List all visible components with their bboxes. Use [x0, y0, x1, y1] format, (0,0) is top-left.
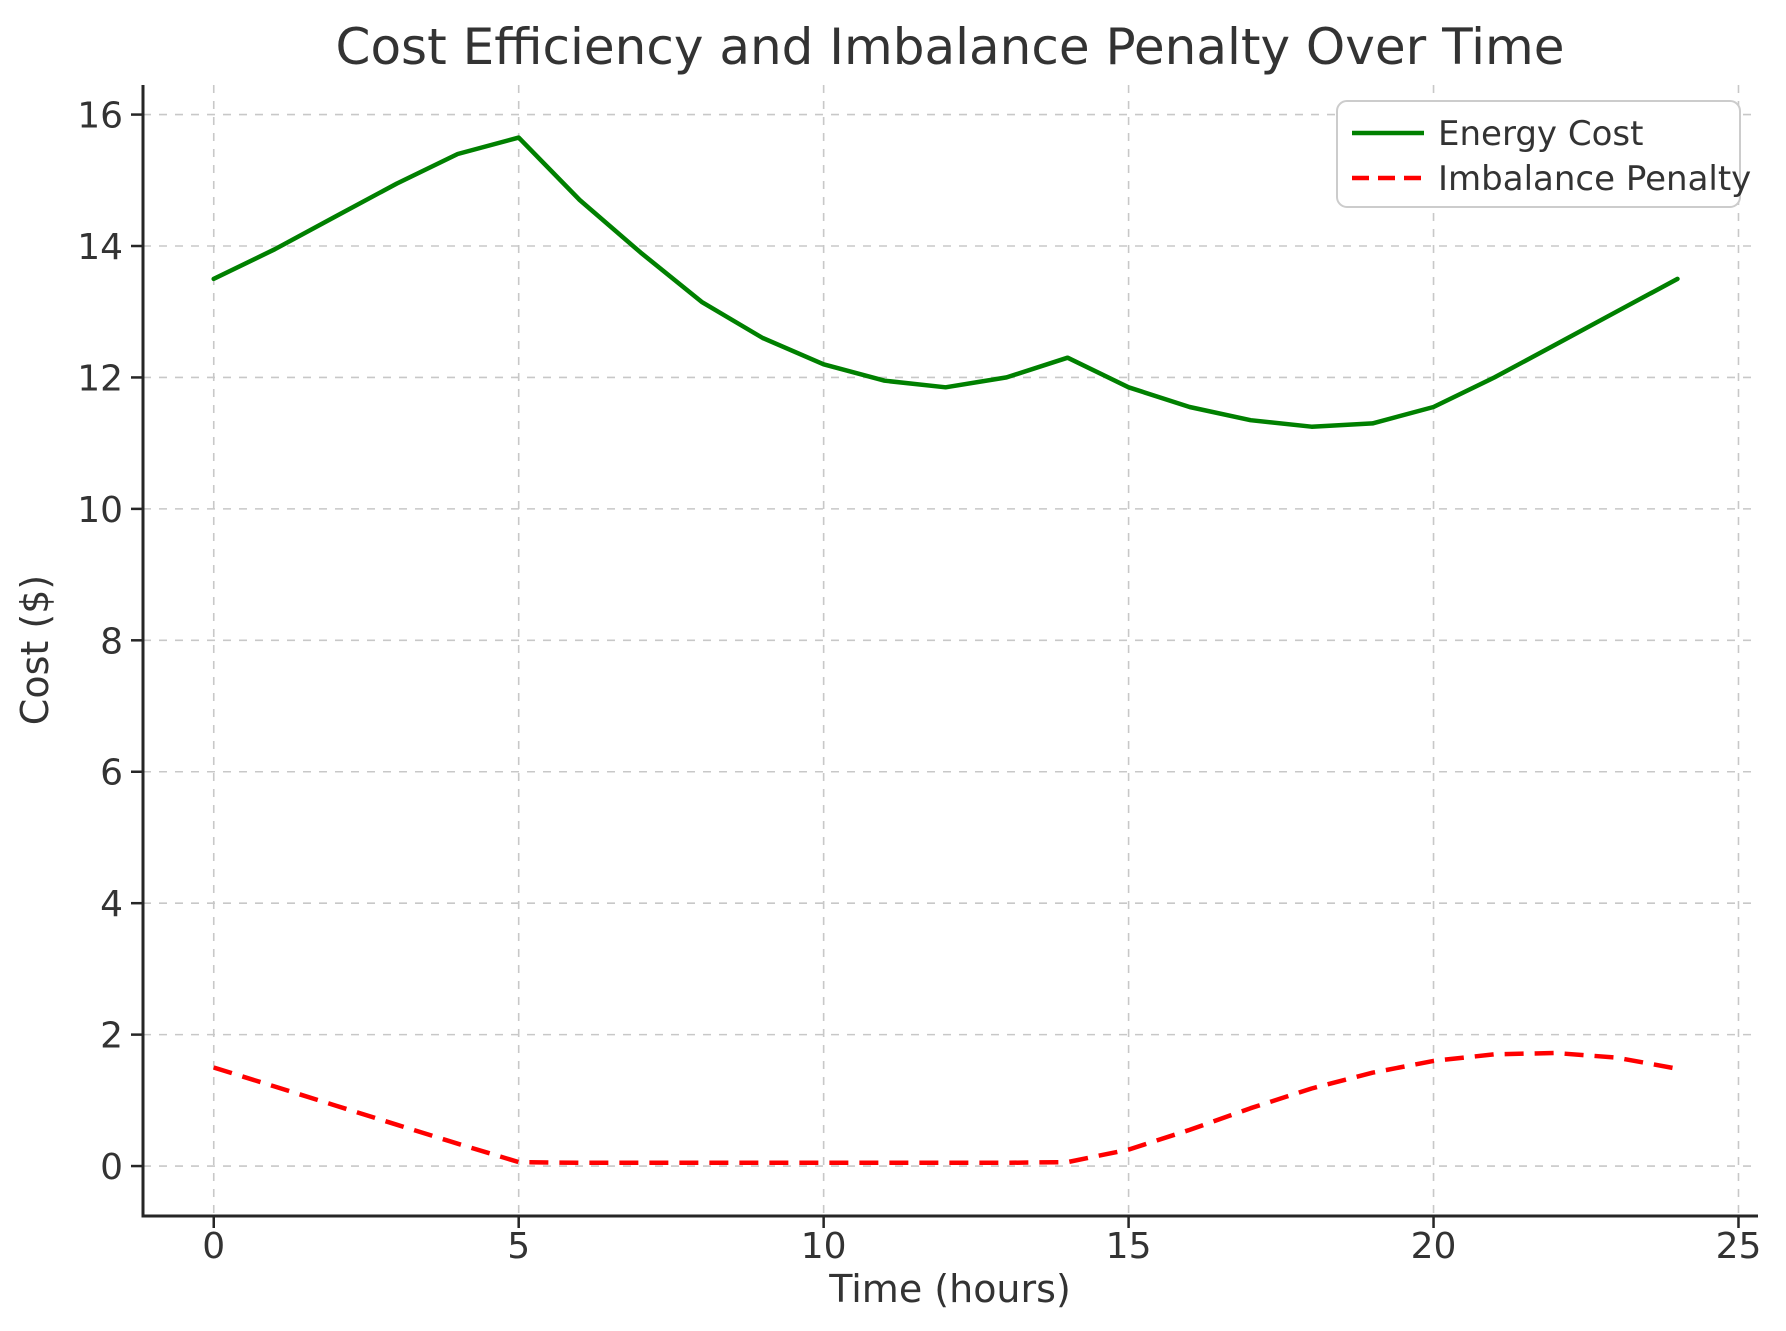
chart-title: Cost Efficiency and Imbalance Penalty Ov… [336, 18, 1565, 76]
data-series [211, 135, 1680, 1166]
gridlines [143, 85, 1758, 1216]
y-tick-label-2: 2 [100, 1016, 123, 1057]
axis-spines [141, 85, 1758, 1218]
y-tick-label-16: 16 [77, 96, 123, 137]
y-tick-label-8: 8 [100, 621, 123, 662]
y-tick-label-0: 0 [100, 1147, 123, 1188]
x-tick-label-5: 5 [507, 1226, 530, 1267]
legend-box [1336, 100, 1741, 208]
y-tick-label-14: 14 [77, 227, 123, 268]
axis-ticks: 0 5 10 15 20 25 0 2 4 6 8 10 12 14 16 [77, 96, 1761, 1267]
y-tick-label-12: 12 [77, 358, 123, 399]
y-tick-label-6: 6 [100, 753, 123, 794]
y-tick-label-4: 4 [100, 884, 123, 925]
x-tick-label-15: 15 [1106, 1226, 1152, 1267]
x-tick-label-0: 0 [202, 1226, 225, 1267]
x-tick-label-10: 10 [801, 1226, 847, 1267]
y-tick-label-10: 10 [77, 490, 123, 531]
x-tick-label-20: 20 [1411, 1226, 1457, 1267]
x-tick-label-25: 25 [1716, 1226, 1762, 1267]
legend-label-energy-cost: Energy Cost [1438, 114, 1643, 154]
series-line-imbalance-penalty [213, 1050, 1678, 1166]
legend: Energy Cost Imbalance Penalty [1336, 100, 1751, 208]
x-axis-label: Time (hours) [828, 1267, 1071, 1311]
y-axis-label: Cost ($) [13, 575, 57, 725]
legend-label-imbalance-penalty: Imbalance Penalty [1438, 159, 1751, 199]
series-line-energy-cost [211, 135, 1680, 429]
